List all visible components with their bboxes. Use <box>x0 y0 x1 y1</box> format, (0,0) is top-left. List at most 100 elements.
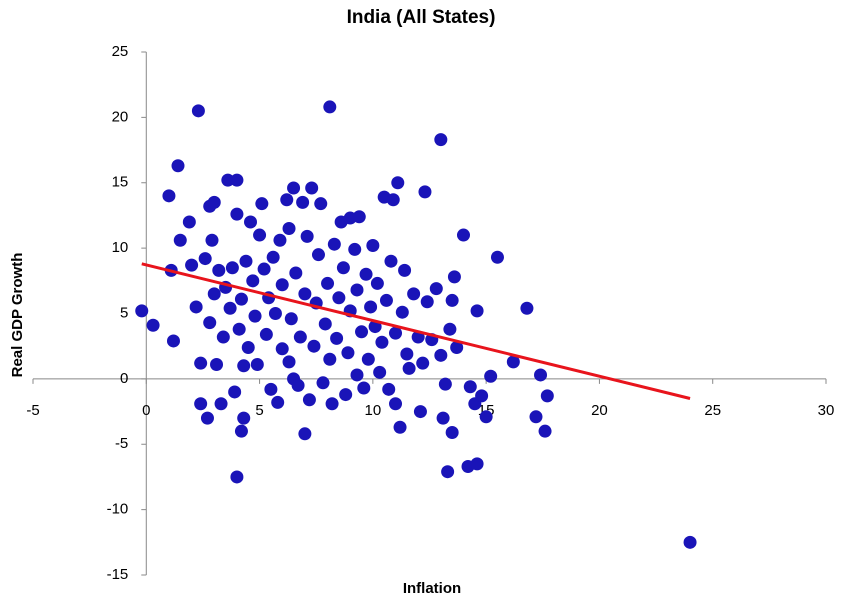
point <box>248 309 262 323</box>
point <box>307 339 321 353</box>
point <box>146 318 160 332</box>
point <box>314 197 328 211</box>
point <box>341 346 355 360</box>
point <box>182 215 196 229</box>
y-tick-label: 0 <box>120 370 128 387</box>
point <box>418 185 432 199</box>
point <box>321 276 335 290</box>
point <box>370 276 384 290</box>
point <box>207 195 221 209</box>
x-tick-label: 5 <box>255 402 263 419</box>
x-tick-label: 0 <box>142 402 150 419</box>
y-tick-label: 15 <box>112 174 129 191</box>
point <box>434 133 448 147</box>
point <box>239 254 253 268</box>
point <box>293 330 307 344</box>
point <box>287 181 301 195</box>
point <box>355 325 369 339</box>
point <box>323 100 337 114</box>
point <box>302 393 316 407</box>
point <box>185 258 199 272</box>
point <box>241 340 255 354</box>
point <box>237 359 251 373</box>
point <box>375 335 389 349</box>
point <box>429 282 443 296</box>
point <box>212 263 226 277</box>
point <box>250 357 264 371</box>
point <box>216 330 230 344</box>
point <box>382 382 396 396</box>
point <box>266 250 280 264</box>
point <box>384 254 398 268</box>
point <box>225 261 239 275</box>
point <box>470 457 484 471</box>
point <box>420 295 434 309</box>
point <box>348 242 362 256</box>
point <box>194 356 208 370</box>
point <box>407 287 421 301</box>
point <box>280 193 294 207</box>
point <box>398 263 412 277</box>
chart-title: India (All States) <box>347 7 496 28</box>
point <box>463 380 477 394</box>
point <box>450 340 464 354</box>
point <box>275 278 289 292</box>
point <box>520 301 534 315</box>
point <box>298 287 312 301</box>
point <box>264 382 278 396</box>
point <box>379 293 393 307</box>
point <box>246 274 260 288</box>
point <box>325 397 339 411</box>
point <box>284 312 298 326</box>
point <box>268 307 282 320</box>
point <box>191 104 205 118</box>
point <box>166 334 180 348</box>
point <box>330 331 344 345</box>
point <box>445 293 459 307</box>
point <box>316 376 330 390</box>
point <box>389 326 403 340</box>
point <box>234 424 248 438</box>
point <box>402 361 416 375</box>
x-tick-label: -5 <box>26 402 39 419</box>
point <box>311 248 325 262</box>
point <box>207 287 221 301</box>
point <box>506 355 520 369</box>
point <box>203 316 217 330</box>
point <box>438 377 452 391</box>
point <box>323 352 337 366</box>
point <box>173 233 187 247</box>
point <box>529 410 543 424</box>
y-tick-label: 25 <box>112 43 129 60</box>
point <box>194 397 208 411</box>
point <box>416 356 430 370</box>
point <box>538 424 552 438</box>
point <box>350 368 364 382</box>
point <box>540 389 554 403</box>
point <box>189 300 203 314</box>
point <box>221 173 235 187</box>
point <box>162 189 176 203</box>
point <box>400 347 414 361</box>
point <box>237 411 251 425</box>
point <box>298 427 312 441</box>
point <box>296 195 310 209</box>
point <box>490 250 504 264</box>
point <box>434 348 448 362</box>
point <box>228 385 242 399</box>
point <box>445 425 459 439</box>
trend-line <box>141 262 691 400</box>
point <box>475 389 489 403</box>
x-tick-label: 25 <box>704 402 721 419</box>
point <box>366 239 380 253</box>
point <box>214 397 228 411</box>
point <box>683 535 697 549</box>
point <box>255 197 269 211</box>
point <box>257 262 271 276</box>
point <box>171 159 185 173</box>
point <box>443 322 457 336</box>
point <box>350 283 364 297</box>
point <box>332 291 346 305</box>
point <box>389 397 403 411</box>
point <box>198 252 212 266</box>
